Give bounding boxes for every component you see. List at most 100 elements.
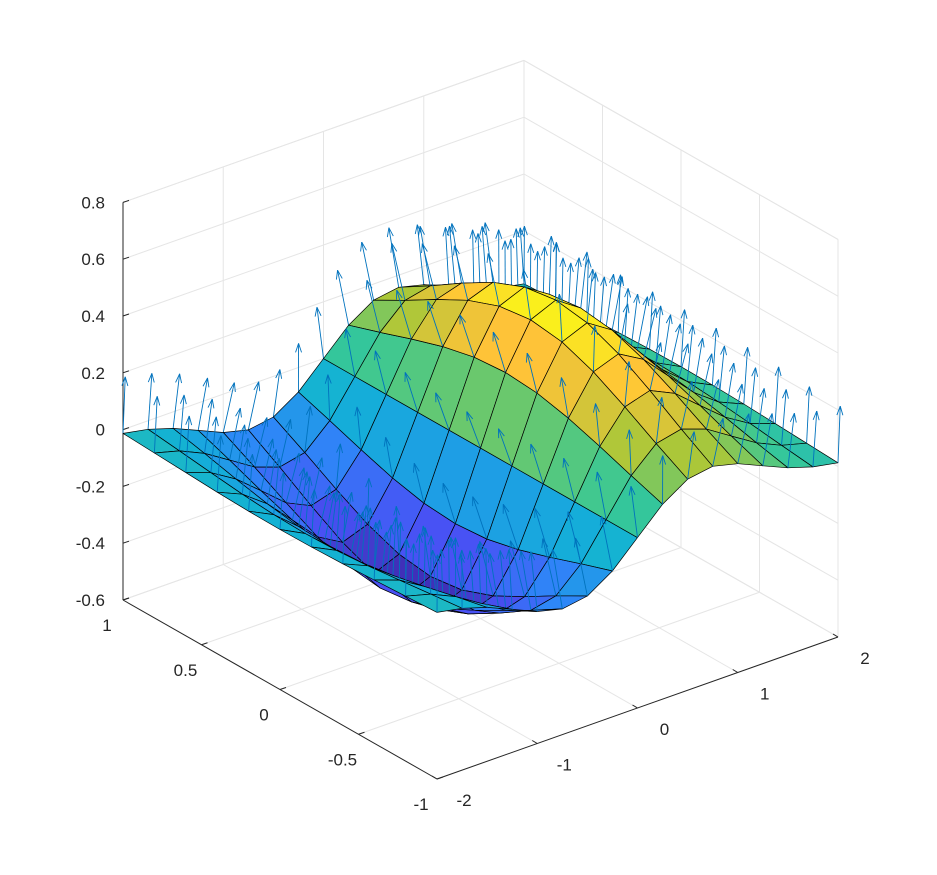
arrow-shaft [508,549,513,610]
arrow-head [421,525,424,536]
arrow-head [559,377,562,387]
arrow-head [778,366,782,377]
arrow-head [455,537,459,547]
normal-vector-arrow [659,455,667,505]
normal-vector-arrow [241,437,251,495]
arrow-head [283,472,287,482]
arrow-head [487,553,491,563]
arrow-head [657,397,663,407]
arrow-head [748,413,751,424]
normal-vector-arrow [466,411,481,449]
arrow-shaft [563,458,576,502]
arrow-head [656,305,662,315]
arrow-head [622,303,629,313]
arrow-shaft [499,550,507,611]
y-tick-mark [358,731,365,735]
normal-vector-arrow [505,549,513,610]
arrow-shaft [413,463,425,504]
arrow-head [274,458,280,468]
arrow-head [390,243,393,253]
arrow-head [275,369,281,379]
arrow-shaft [310,457,323,506]
normal-vector-arrow [599,515,613,572]
arrow-head [258,381,261,392]
arrow-shaft [122,376,126,434]
arrow-shaft [530,551,538,612]
normal-vector-arrow [530,443,544,485]
arrow-head [458,549,463,560]
y-tick-mark [122,597,130,601]
arrow-head [332,490,338,500]
arrow-head [693,431,697,442]
arrow-head [374,350,376,361]
arrow-shaft [229,407,241,461]
arrow-head [336,443,341,453]
normal-vector-arrow [655,305,664,363]
arrow-head [432,549,437,560]
arrow-head [433,554,438,564]
arrow-shaft [435,392,450,431]
x-tick-mark [531,740,538,744]
arrow-head [459,553,465,563]
arrow-head [275,449,279,459]
arrow-head [321,457,324,468]
normal-vector-arrow [383,437,394,479]
normal-vector-arrow [482,222,494,283]
tick-labels: -0.6 -0.4 -0.2 0 0.2 0.4 0.6 0.8 -1 -0.5 0 0.5 1 -2 -1… [76,193,870,814]
arrow-head [414,224,418,235]
arrow-shaft [391,243,406,301]
arrow-head [337,269,343,279]
arrow-shaft [254,417,268,468]
arrow-head [680,309,685,319]
arrow-head [413,463,420,472]
normal-vector-arrow [344,328,356,377]
arrow-head [400,521,404,532]
arrow-head [396,289,403,299]
arrow-head [391,243,398,252]
arrow-shaft [356,406,362,450]
normal-vector-arrow [204,398,215,454]
arrow-shaft [481,226,487,287]
arrow-head [442,482,449,492]
arrow-head [562,257,567,268]
arrow-head [575,537,581,547]
arrow-shaft [335,443,341,490]
arrow-head [329,485,332,496]
arrow-shaft [279,419,292,468]
normal-vector-arrow [341,505,349,564]
arrow-head [220,435,224,445]
arrow-head [153,396,158,406]
normal-vector-arrow [216,435,224,493]
arrow-shaft [630,294,639,351]
arrow-head [474,233,479,243]
arrow-shaft [552,549,563,609]
normal-vector-arrow [366,507,374,566]
arrow-head [692,325,696,335]
arrow-head [266,417,269,427]
normal-vector-arrow [805,386,813,444]
arrow-head [375,522,379,532]
arrow-shaft [520,550,532,611]
arrow-head [421,243,428,252]
normal-vector-arrow [459,314,475,358]
arrow-head [438,549,442,559]
arrow-shaft [580,251,588,309]
arrow-shaft [172,373,181,429]
normal-vector-arrow [756,388,767,443]
normal-vector-arrow [395,289,412,340]
arrow-shaft [416,224,425,285]
arrow-shaft [197,377,208,431]
normal-vector-arrow [435,392,450,431]
arrow-head [395,506,401,516]
arrow-shaft [422,525,431,577]
arrow-shaft [649,342,662,391]
arrow-head [365,280,368,290]
normal-vector-arrow [453,245,469,301]
arrow-head [595,272,599,282]
arrow-shaft [595,403,601,447]
normal-vector-arrow [626,429,634,476]
normal-vector-arrow [442,227,450,287]
grid-line-floor-y [279,547,682,690]
arrow-head [628,429,634,439]
arrow-head [216,435,222,445]
